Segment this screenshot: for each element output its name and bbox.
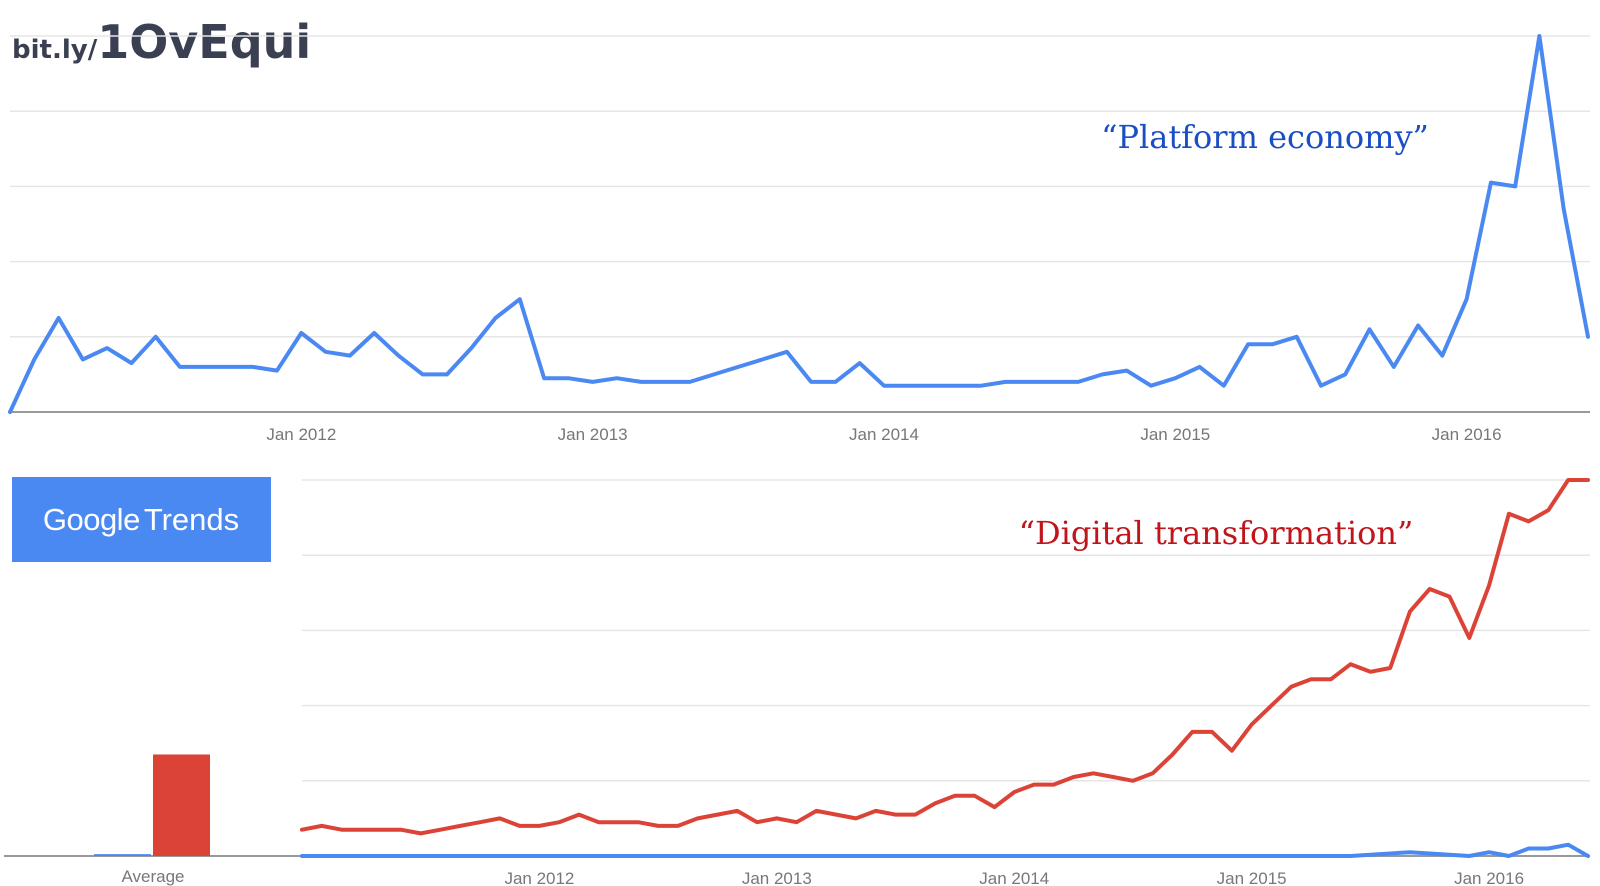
x-tick-label: Jan 2016 [1432,425,1502,444]
top-chart-gridlines [10,35,1590,338]
logo-text-main: Google [43,502,140,537]
google-trends-logo: Google Trends [12,477,271,562]
bottom-chart-x-ticks: Jan 2012 Jan 2013 Jan 2014 Jan 2015 Jan 2016 [504,869,1524,886]
series-line-0 [8,34,1590,414]
average-bars [94,754,210,856]
short-url: bit.ly/1OvEqui [12,15,311,69]
bottom-chart-series [300,478,1590,858]
digital-transformation-annotation: “Digital transformation” [1019,514,1414,552]
x-tick-label: Jan 2012 [504,869,574,886]
series-line-1 [300,842,1590,858]
x-tick-label: Jan 2015 [1140,425,1210,444]
logo-background [12,477,271,562]
average-label: Average [121,867,184,886]
average-bar [94,854,151,856]
x-tick-label: Jan 2013 [742,869,812,886]
x-tick-label: Jan 2015 [1217,869,1287,886]
x-tick-label: Jan 2014 [979,869,1049,886]
series-line-0 [300,478,1590,836]
platform-economy-chart: Jan 2012 Jan 2013 Jan 2014 Jan 2015 Jan 2016… [8,34,1590,444]
x-tick-label: Jan 2014 [849,425,919,444]
top-chart-series [8,34,1590,414]
short-url-slug: 1OvEqui [97,15,311,69]
logo-text-secondary: Trends [144,502,239,537]
logo-text: Google Trends [43,502,239,537]
x-tick-label: Jan 2012 [266,425,336,444]
bottom-chart-gridlines [302,479,1590,782]
x-tick-label: Jan 2013 [558,425,628,444]
top-chart-x-ticks: Jan 2012 Jan 2013 Jan 2014 Jan 2015 Jan 2016 [266,425,1501,444]
short-url-prefix: bit.ly/ [12,35,98,65]
platform-economy-annotation: “Platform economy” [1101,118,1429,156]
digital-transformation-chart: Average Jan 2012 Jan 2013 Jan 2014 Jan 2015… [4,478,1590,886]
average-bar [153,754,210,856]
x-tick-label: Jan 2016 [1454,869,1524,886]
